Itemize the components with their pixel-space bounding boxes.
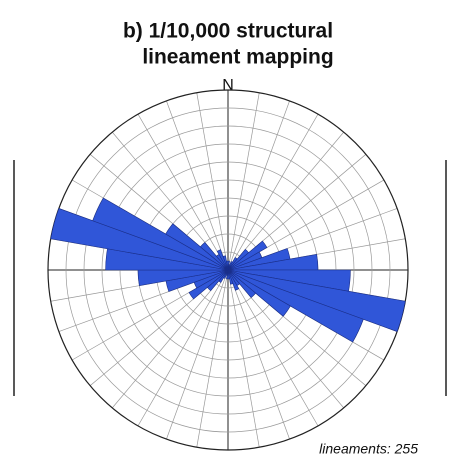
grid-ring [65,107,391,433]
grid-ring [101,143,355,397]
north-label: N [222,77,234,94]
petal [227,269,230,280]
chart-title: lineament mapping [142,46,333,69]
grid-ring [47,89,409,451]
chart-title: b) 1/10,000 structural [123,20,333,43]
petal [227,269,240,291]
petal [92,197,229,271]
petal [226,260,229,271]
petal [227,269,234,285]
petal [222,255,229,271]
petal [216,249,229,271]
petal [227,240,268,271]
petal [227,269,291,317]
petal [227,269,406,332]
petal [50,208,229,271]
petal [199,241,229,271]
grid-ring [83,125,373,415]
petal [188,269,229,300]
petal [227,269,257,299]
petal [165,223,229,271]
annotation: lineaments: 255 [319,441,418,457]
petal [227,269,364,343]
